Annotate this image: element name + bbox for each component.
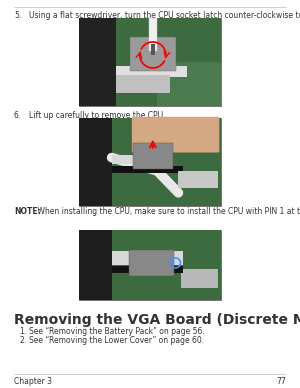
Bar <box>116 18 221 106</box>
Text: Lift up carefully to remove the CPU.: Lift up carefully to remove the CPU. <box>29 111 166 120</box>
Bar <box>79 118 221 206</box>
Text: Using a flat screwdriver, turn the CPU socket latch counter-clockwise to release: Using a flat screwdriver, turn the CPU s… <box>29 11 300 20</box>
Bar <box>157 62 221 106</box>
Bar <box>130 37 175 71</box>
Bar <box>112 155 161 164</box>
Bar <box>79 230 221 300</box>
Bar <box>112 267 183 274</box>
Bar <box>79 18 119 106</box>
Text: 2.: 2. <box>19 336 26 345</box>
Text: When installing the CPU, make sure to install the CPU with PIN 1 at the corner a: When installing the CPU, make sure to in… <box>35 207 300 216</box>
Bar <box>112 230 221 300</box>
Bar <box>133 143 173 169</box>
Bar <box>116 66 187 77</box>
Text: NOTE:: NOTE: <box>14 207 41 216</box>
Bar <box>151 44 155 55</box>
Bar <box>181 268 218 288</box>
Text: See “Removing the Lower Cover” on page 60.: See “Removing the Lower Cover” on page 6… <box>29 336 204 345</box>
Bar <box>149 18 157 52</box>
FancyBboxPatch shape <box>132 117 219 152</box>
Text: 6.: 6. <box>14 111 21 120</box>
Bar <box>129 249 174 276</box>
Text: 77: 77 <box>276 377 286 386</box>
Bar <box>178 171 218 189</box>
Bar <box>112 118 221 206</box>
Text: Chapter 3: Chapter 3 <box>14 377 52 386</box>
Bar <box>79 230 115 300</box>
Bar <box>112 251 183 265</box>
Text: Removing the VGA Board (Discrete Model only): Removing the VGA Board (Discrete Model o… <box>14 313 300 327</box>
Text: 1.: 1. <box>19 327 26 336</box>
Bar <box>112 166 183 173</box>
Text: 5.: 5. <box>14 11 21 20</box>
Bar <box>79 118 115 206</box>
Bar <box>116 75 170 93</box>
Bar <box>79 18 221 106</box>
Text: See “Removing the Battery Pack” on page 56.: See “Removing the Battery Pack” on page … <box>29 327 205 336</box>
